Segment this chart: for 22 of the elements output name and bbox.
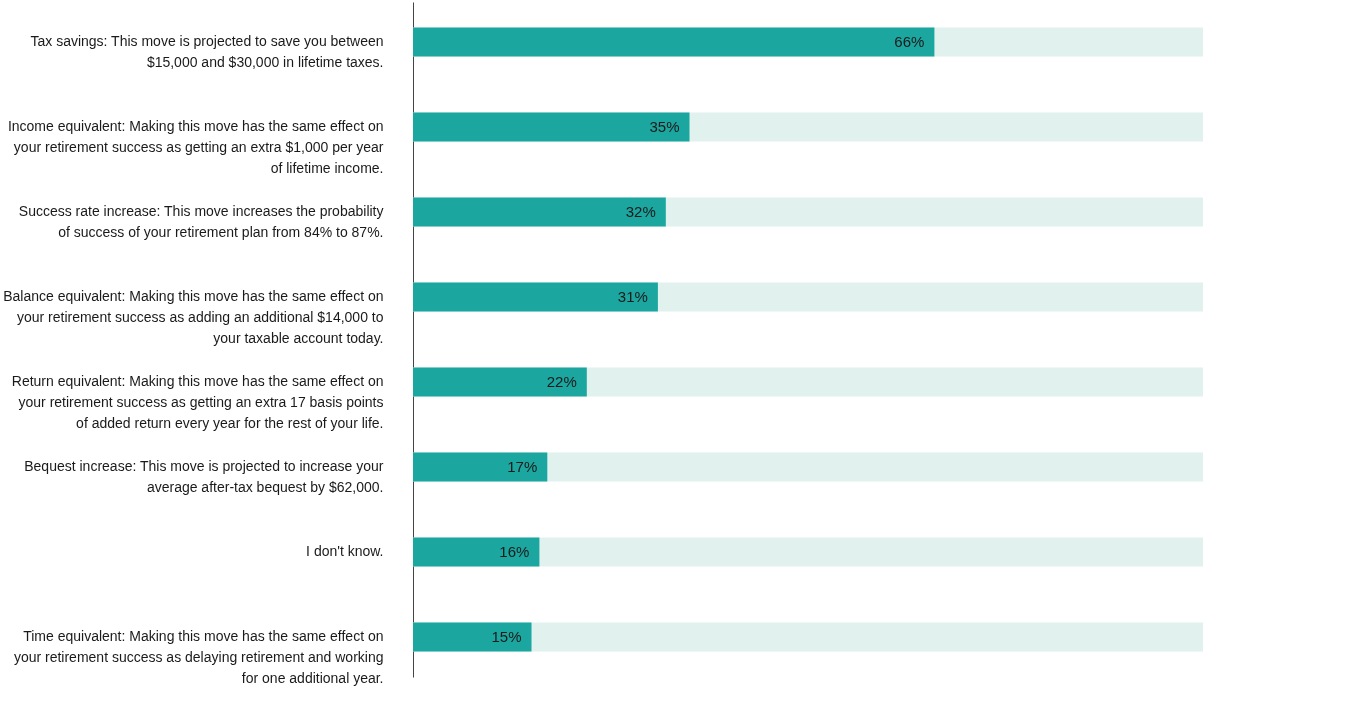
bar — [413, 622, 532, 652]
y-tick-label: Income equivalent: Making this move has the same effect on your retirement success as getting an extra $1,000 per year of lifetime income. — [7, 117, 384, 176]
data-label: 15% — [491, 628, 522, 646]
data-label: 22% — [546, 373, 577, 391]
y-tick-label: Time equivalent: Making this move has the same effect on your retirement success as delaying retirement and working for one additional year. — [13, 628, 384, 687]
y-tick-label: I don't know. — [306, 543, 384, 560]
bar — [413, 452, 548, 482]
bar — [413, 282, 658, 312]
bar — [413, 537, 540, 567]
bar — [413, 367, 587, 397]
data-label: 17% — [507, 458, 538, 476]
bar — [413, 197, 666, 227]
y-tick-label: Bequest increase: This move is projected to increase your average after-tax bequest by $62,000. — [24, 458, 384, 496]
data-label: 66% — [894, 32, 925, 50]
y-tick-label: Tax savings: This move is projected to save you between $15,000 and $30,000 in lifetime taxes. — [30, 32, 384, 70]
y-tick-label: Balance equivalent: Making this move has the same effect on your retirement success as adding an additional $14,000 to your taxable account today. — [3, 287, 384, 346]
data-label: 16% — [499, 543, 530, 561]
data-label: 35% — [649, 117, 680, 135]
y-tick-label: Success rate increase: This move increases the probability of success of your retirement plan from 84% to 87%. — [18, 202, 384, 240]
data-label: 32% — [625, 202, 656, 220]
y-tick-label: Return equivalent: Making this move has the same effect on your retirement success as getting an extra 17 basis points of added return every year for the rest of your life. — [11, 373, 384, 432]
data-label: 31% — [617, 287, 648, 305]
